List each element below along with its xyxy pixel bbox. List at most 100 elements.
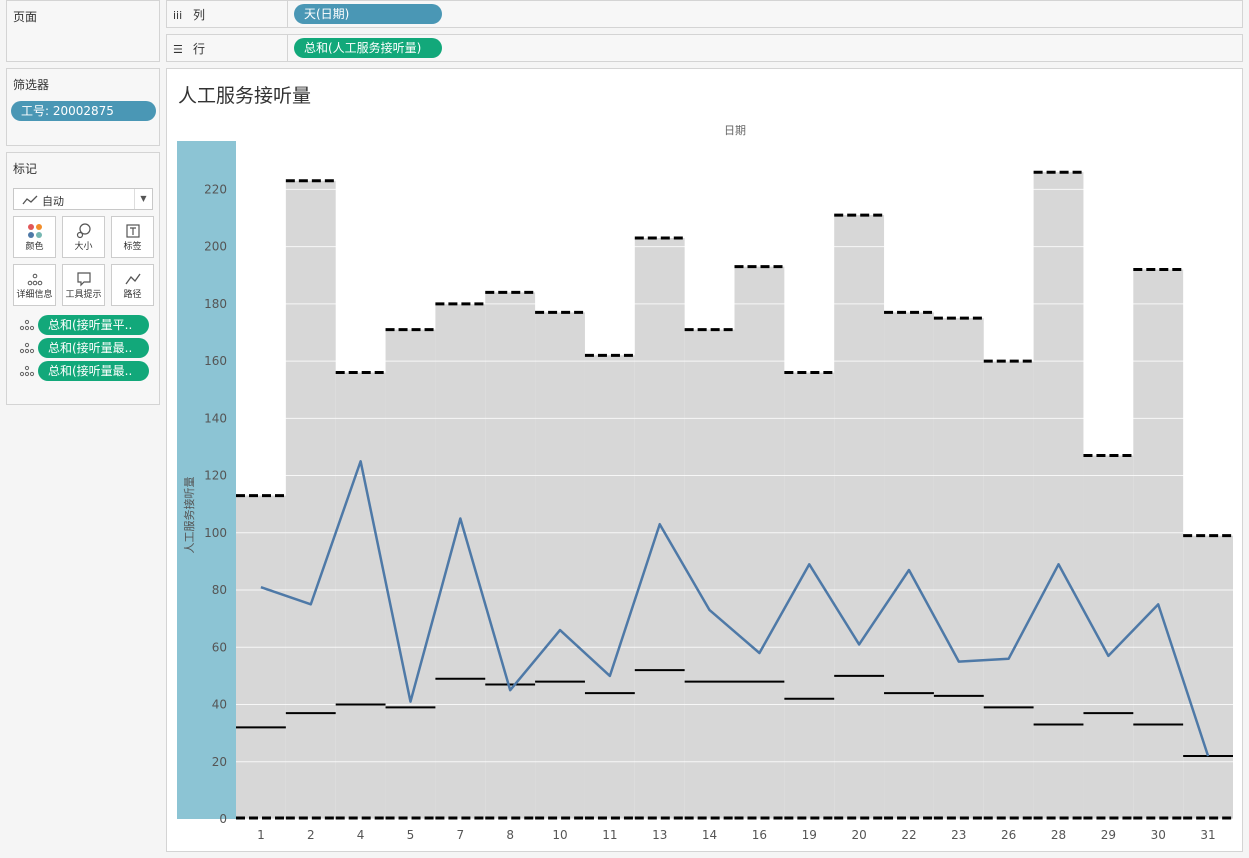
- range-bar: [236, 495, 286, 819]
- mark-field-max[interactable]: 总和(接听量最..: [19, 338, 151, 358]
- rows-pill-measure[interactable]: 总和(人工服务接听量): [294, 38, 442, 58]
- y-tick-label: 140: [204, 411, 227, 425]
- range-bar: [335, 372, 386, 819]
- mark-field-pill[interactable]: 总和(接听量最..: [38, 338, 149, 358]
- range-bar: [435, 303, 486, 820]
- label-icon: [112, 217, 153, 239]
- x-tick-label: 4: [357, 828, 365, 842]
- marks-card: 标记 自动 ▼ 颜色 大小 标签 详细信息 工具提示: [6, 152, 160, 405]
- range-bar: [884, 312, 934, 819]
- tooltip-icon: [63, 265, 104, 287]
- columns-shelf-text: 列: [193, 8, 206, 22]
- x-tick-label: 22: [901, 828, 916, 842]
- y-tick-label: 220: [204, 182, 227, 196]
- filters-card: 筛选器 工号: 20002875: [6, 68, 160, 146]
- line-mark-icon: [22, 195, 38, 205]
- y-axis-band: [177, 141, 236, 819]
- detail-icon: [14, 265, 55, 287]
- mark-type-dropdown[interactable]: 自动 ▼: [13, 188, 153, 210]
- mark-field-pill[interactable]: 总和(接听量平..: [38, 315, 149, 335]
- x-tick-label: 1: [257, 828, 265, 842]
- y-tick-label: 60: [212, 640, 227, 654]
- range-bar: [485, 292, 536, 820]
- x-tick-label: 7: [457, 828, 465, 842]
- range-bar: [933, 318, 984, 819]
- x-tick-label: 29: [1101, 828, 1116, 842]
- path-button-label: 路径: [123, 290, 142, 300]
- x-tick-label: 31: [1200, 828, 1215, 842]
- label-button-label: 标签: [123, 242, 142, 252]
- y-tick-label: 120: [204, 469, 227, 483]
- range-bar: [1183, 535, 1233, 819]
- shelf-divider: [287, 35, 288, 61]
- pages-card-title: 页面: [13, 10, 38, 24]
- columns-shelf-label: iii 列: [173, 6, 205, 23]
- tooltip-button[interactable]: 工具提示: [62, 264, 105, 306]
- x-tick-label: 16: [752, 828, 767, 842]
- shelf-divider: [287, 1, 288, 27]
- x-axis-title: 日期: [724, 124, 746, 137]
- y-tick-label: 100: [204, 526, 227, 540]
- label-button[interactable]: 标签: [111, 216, 154, 258]
- size-button[interactable]: 大小: [62, 216, 105, 258]
- chevron-down-icon: ▼: [134, 189, 152, 209]
- y-tick-label: 0: [219, 812, 227, 826]
- x-tick-label: 28: [1051, 828, 1066, 842]
- range-bar: [1133, 269, 1184, 820]
- path-button[interactable]: 路径: [111, 264, 154, 306]
- range-bar: [684, 329, 735, 819]
- filter-pill-employee-id[interactable]: 工号: 20002875: [11, 101, 156, 121]
- color-button[interactable]: 颜色: [13, 216, 56, 258]
- mark-field-min[interactable]: 总和(接听量最..: [19, 361, 151, 381]
- columns-pill-day[interactable]: 天(日期): [294, 4, 442, 24]
- range-bar: [734, 266, 785, 819]
- columns-shelf: iii 列 天(日期): [166, 0, 1243, 28]
- series-line: [260, 460, 1210, 757]
- filters-card-title: 筛选器: [13, 78, 50, 92]
- detail-button-label: 详细信息: [16, 290, 53, 300]
- marks-card-title: 标记: [13, 162, 38, 176]
- chart-title: 人工服务接听量: [178, 85, 312, 107]
- y-tick-label: 180: [204, 297, 227, 311]
- x-tick-label: 10: [552, 828, 567, 842]
- size-icon: [63, 217, 104, 239]
- range-bar: [834, 215, 885, 820]
- path-icon: [112, 265, 153, 287]
- x-tick-label: 19: [802, 828, 817, 842]
- x-tick-label: 20: [851, 828, 866, 842]
- detail-button[interactable]: 详细信息: [13, 264, 56, 306]
- range-bar: [634, 238, 685, 819]
- mark-field-avg[interactable]: 总和(接听量平..: [19, 315, 151, 335]
- detail-icon: [19, 319, 35, 331]
- x-tick-label: 13: [652, 828, 667, 842]
- rows-shelf-label: ☰ 行: [173, 40, 205, 57]
- y-tick-label: 20: [212, 755, 227, 769]
- mark-field-pill[interactable]: 总和(接听量最..: [38, 361, 149, 381]
- chart-canvas: 020406080100120140160180200220人工服务接听量日期1…: [177, 124, 1233, 842]
- x-tick-label: 30: [1151, 828, 1166, 842]
- rows-shelf-text: 行: [193, 42, 206, 56]
- y-tick-label: 200: [204, 240, 227, 254]
- x-tick-label: 11: [602, 828, 617, 842]
- columns-icon: iii: [173, 9, 183, 22]
- x-tick-label: 5: [407, 828, 415, 842]
- rows-icon: ☰: [173, 43, 183, 56]
- x-tick-label: 2: [307, 828, 315, 842]
- range-bar: [385, 329, 436, 819]
- pages-card: 页面: [6, 0, 160, 62]
- range-bar: [535, 312, 585, 819]
- x-tick-label: 26: [1001, 828, 1016, 842]
- y-tick-label: 80: [212, 583, 227, 597]
- y-tick-label: 160: [204, 354, 227, 368]
- detail-icon: [19, 342, 35, 354]
- size-button-label: 大小: [74, 242, 93, 252]
- range-bar: [584, 355, 635, 819]
- color-icon: [14, 217, 55, 239]
- detail-icon: [19, 365, 35, 377]
- range-bar: [1033, 172, 1084, 820]
- rows-shelf: ☰ 行 总和(人工服务接听量): [166, 34, 1243, 62]
- range-bar: [285, 180, 336, 820]
- x-tick-label: 8: [506, 828, 514, 842]
- tooltip-button-label: 工具提示: [65, 290, 102, 300]
- color-button-label: 颜色: [25, 242, 44, 252]
